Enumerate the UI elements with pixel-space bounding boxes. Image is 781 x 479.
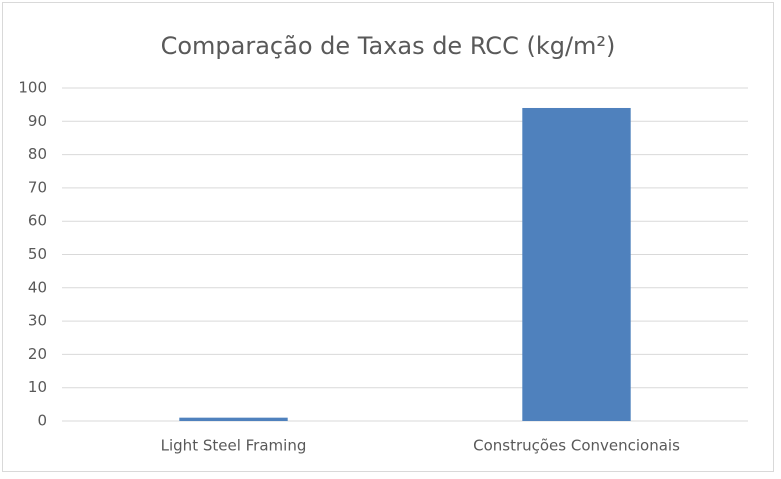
y-tick-label: 70 bbox=[28, 178, 47, 196]
x-tick-label: Light Steel Framing bbox=[161, 437, 307, 455]
y-tick-label: 50 bbox=[28, 245, 47, 263]
y-tick-label: 100 bbox=[18, 79, 47, 97]
y-tick-label: 90 bbox=[28, 112, 47, 130]
chart-border bbox=[2, 2, 774, 472]
y-tick-label: 20 bbox=[28, 345, 47, 363]
bar bbox=[179, 417, 288, 421]
y-tick-label: 60 bbox=[28, 212, 47, 230]
y-tick-label: 40 bbox=[28, 278, 47, 296]
y-tick-label: 30 bbox=[28, 312, 47, 330]
chart-title: Comparação de Taxas de RCC (kg/m²) bbox=[161, 32, 616, 60]
x-tick-label: Construções Convencionais bbox=[473, 437, 680, 455]
y-tick-label: 10 bbox=[28, 378, 47, 396]
y-tick-label: 0 bbox=[37, 412, 47, 430]
bar bbox=[522, 107, 631, 421]
y-tick-label: 80 bbox=[28, 145, 47, 163]
